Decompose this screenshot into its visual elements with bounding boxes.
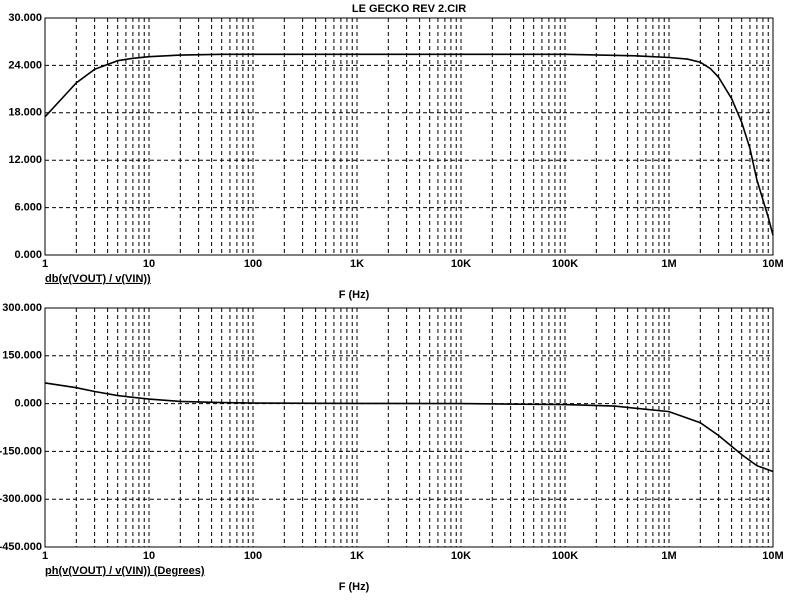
x-tick-label: 10 bbox=[143, 550, 155, 562]
y-tick-label: 0.000 bbox=[14, 249, 42, 261]
x-tick-label: 1K bbox=[350, 550, 364, 562]
y-axis-label: ph(v(VOUT) / v(VIN)) (Degrees) bbox=[45, 565, 205, 577]
x-tick-label: 100K bbox=[552, 550, 578, 562]
y-tick-label: 6.000 bbox=[14, 202, 42, 214]
y-tick-label: 30.000 bbox=[8, 12, 42, 24]
x-tick-label: 1 bbox=[42, 258, 48, 270]
plot-frame bbox=[44, 17, 774, 256]
curve bbox=[44, 53, 774, 236]
x-axis-label: F (Hz) bbox=[339, 289, 370, 301]
y-tick-label: 18.000 bbox=[8, 107, 42, 119]
x-tick-label: 100 bbox=[244, 258, 262, 270]
y-tick-label: 0.000 bbox=[14, 398, 42, 410]
y-tick-label: 12.000 bbox=[8, 154, 42, 166]
curve bbox=[44, 382, 774, 473]
x-tick-label: 10 bbox=[143, 258, 155, 270]
x-tick-label: 10K bbox=[451, 550, 471, 562]
x-tick-label: 1 bbox=[42, 550, 48, 562]
x-tick-label: 10M bbox=[762, 550, 783, 562]
y-tick-label: -150.000 bbox=[0, 445, 42, 457]
x-tick-label: 100K bbox=[552, 258, 578, 270]
x-tick-label: 100 bbox=[244, 550, 262, 562]
x-tick-label: 1M bbox=[661, 258, 676, 270]
y-tick-label: -450.000 bbox=[0, 541, 42, 553]
y-tick-label: 300.000 bbox=[2, 302, 42, 314]
x-tick-label: 1K bbox=[350, 258, 364, 270]
y-axis-label: db(v(VOUT) / v(VIN)) bbox=[45, 273, 151, 285]
x-tick-label: 10M bbox=[762, 258, 783, 270]
y-tick-label: 150.000 bbox=[2, 350, 42, 362]
y-tick-label: -300.000 bbox=[0, 493, 42, 505]
chart-title: LE GECKO REV 2.CIR bbox=[352, 3, 466, 15]
x-tick-label: 1M bbox=[661, 550, 676, 562]
x-axis-label: F (Hz) bbox=[339, 581, 370, 593]
y-tick-label: 24.000 bbox=[8, 59, 42, 71]
x-tick-label: 10K bbox=[451, 258, 471, 270]
plot-frame bbox=[44, 307, 774, 548]
